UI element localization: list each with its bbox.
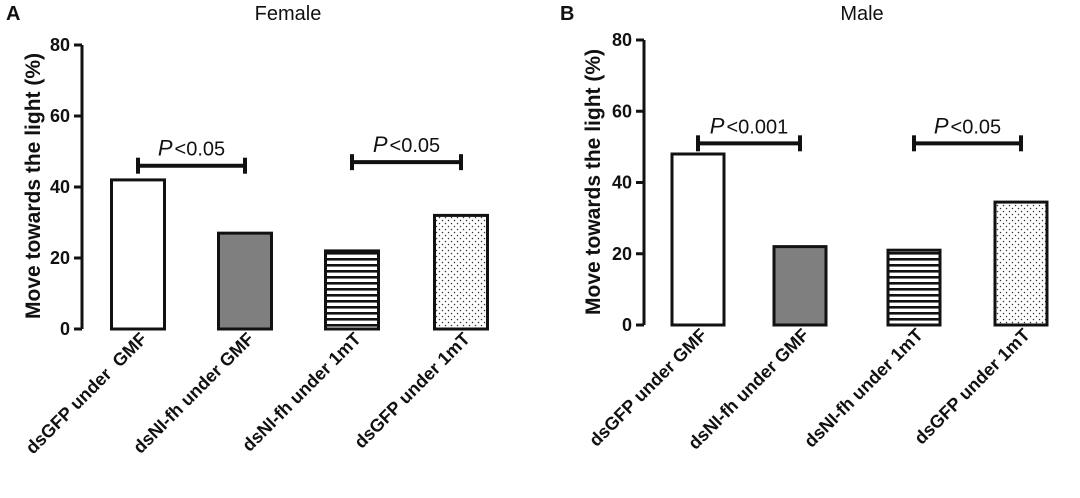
- bar-3: [324, 249, 380, 331]
- significance-label: P <0.05: [373, 132, 440, 157]
- y-tick-label: 20: [612, 244, 632, 264]
- y-tick-label: 80: [612, 30, 632, 50]
- category-label: dsGFP under 1mT: [350, 329, 474, 453]
- y-tick-label: 60: [612, 101, 632, 121]
- y-tick-label: 0: [622, 315, 632, 335]
- y-tick-label: 0: [60, 319, 70, 339]
- bar-2: [217, 231, 273, 331]
- y-tick-label: 20: [50, 248, 70, 268]
- bar-4: [993, 200, 1049, 327]
- category-label: dsGFP under 1mT: [910, 325, 1034, 449]
- panel-male: B Male Move towards the light (%) 0 20 40 6…: [560, 3, 1049, 453]
- significance-label: P <0.05: [934, 113, 1001, 138]
- significance-bracket: P <0.05: [350, 132, 463, 171]
- significance-label: P <0.001: [710, 113, 788, 138]
- category-label: dsNI-fh under GMF: [129, 329, 258, 458]
- category-label: dsNI-fh under 1mT: [800, 325, 927, 452]
- bar-3: [886, 248, 942, 327]
- y-tick-label: 60: [50, 106, 70, 126]
- panel-female: A Female Move towards the light (%) 0 20 4…: [6, 3, 489, 458]
- chart-title: Female: [255, 3, 322, 25]
- panel-letter: B: [560, 3, 574, 25]
- chart-title: Male: [840, 3, 883, 25]
- bar-1: [110, 178, 166, 331]
- significance-bracket: P <0.05: [136, 136, 247, 174]
- bar-4: [433, 213, 489, 331]
- y-tick-label: 40: [50, 177, 70, 197]
- y-tick-label: 40: [612, 173, 632, 193]
- y-tick-label: 80: [50, 35, 70, 55]
- panel-letter: A: [6, 3, 20, 25]
- y-axis-label: Move towards the light (%): [582, 49, 605, 315]
- category-label: dsNI-fh under 1mT: [238, 329, 365, 456]
- y-axis-label: Move towards the light (%): [22, 53, 45, 319]
- bar-2: [772, 245, 828, 327]
- category-label: dsGFP under GMF: [22, 329, 151, 458]
- significance-label: P <0.05: [158, 136, 225, 161]
- significance-bracket: P <0.05: [912, 113, 1023, 152]
- significance-bracket: P <0.001: [696, 113, 802, 152]
- bar-1: [670, 152, 726, 327]
